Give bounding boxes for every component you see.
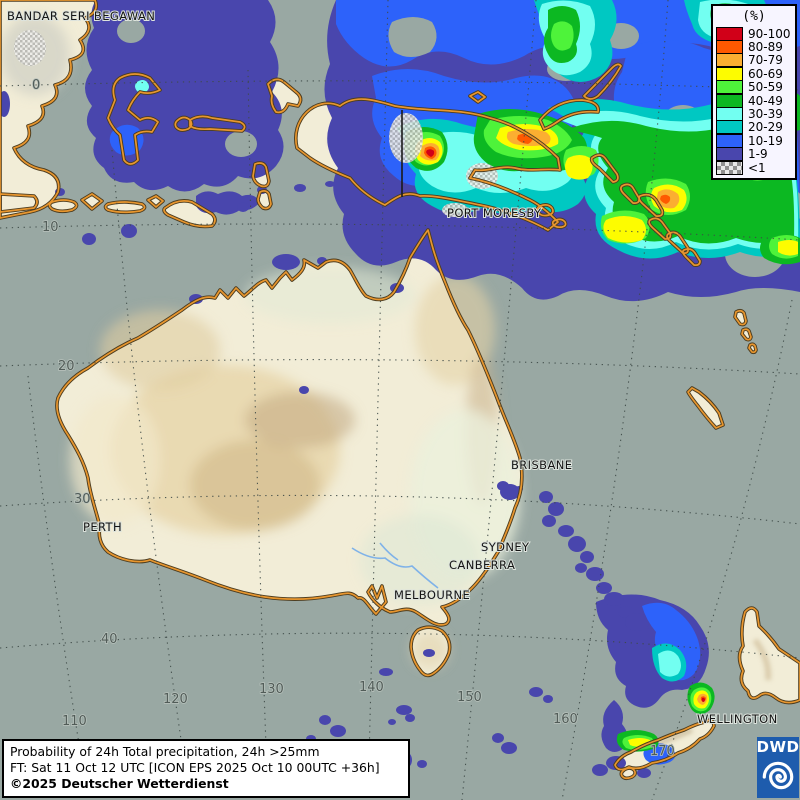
legend-swatch [716,80,743,95]
city-labels: BANDAR SERI BEGAWAN PORT MORESBY BRISBANE S… [6,8,778,727]
dwd-logo-text: DWD [756,738,800,756]
legend-range-label: 60-69 [748,66,783,81]
legend-swatch [716,26,743,41]
city-label: SYDNEY [481,540,530,554]
legend: (%) 90-100 80-89 70-79 60-69 50-59 40-49 30-39… [711,4,797,181]
legend-range-label: 40-49 [748,93,783,108]
city-label: BRISBANE [511,458,572,472]
legend-swatch [716,160,743,175]
terrain-shading [0,15,520,668]
info-forecast-time-line: FT: Sat 11 Oct 12 UTC [ICON EPS 2025 Oct… [10,759,380,775]
legend-range-label: 80-89 [748,40,783,55]
legend-swatch [716,66,743,81]
legend-range-label: 70-79 [748,53,783,68]
city-label: MELBOURNE [394,588,470,602]
legend-swatch [716,53,743,68]
info-product-line: Probability of 24h Total precipitation, … [10,743,320,759]
grid-labels: 0 10 20 30 40 110 120 130 140 150 160 170 [31,77,675,760]
legend-range-label: 50-59 [748,80,783,95]
dwd-spiral-icon [762,761,794,790]
grid-label: 40 [101,632,118,647]
grid-label: 20 [58,359,75,374]
legend-swatch [716,40,743,55]
legend-row: 40-49 [716,93,792,108]
legend-swatch [716,133,743,148]
legend-range-label: 30-39 [748,107,783,122]
info-box: Probability of 24h Total precipitation, … [2,738,410,798]
grid-label: 170 [650,744,675,759]
city-label: WELLINGTON [697,712,778,726]
grid-label: 130 [259,682,284,697]
precip-90-100 [426,149,705,702]
city-label: BANDAR SERI BEGAWAN [7,9,155,23]
legend-swatch [716,107,743,122]
grid-label: 160 [553,712,578,727]
grid-label: 140 [359,680,384,695]
legend-range-label: 90-100 [748,26,791,41]
grid-label: 0 [32,78,40,93]
legend-row: 60-69 [716,66,792,81]
legend-row: 30-39 [716,107,792,122]
legend-row: <1 [716,160,792,175]
grid-label: 10 [42,220,59,235]
legend-row: 80-89 [716,40,792,55]
legend-range-label: <1 [748,160,766,175]
legend-range-label: 1-9 [748,147,768,162]
rivers [351,542,439,589]
legend-swatch [716,147,743,162]
legend-title: (%) [742,9,766,24]
legend-range-label: 20-29 [748,120,783,135]
legend-row: 70-79 [716,53,792,68]
city-label: PORT MORESBY [447,206,542,220]
legend-row: 10-19 [716,133,792,148]
grid-label: 150 [457,690,482,705]
legend-swatch [716,120,743,135]
dwd-logo: DWD [757,737,799,798]
legend-swatch [716,93,743,108]
grid-label: 110 [62,714,87,729]
legend-row: 90-100 [716,26,792,41]
grid-label: 30 [74,492,91,507]
legend-row: 1-9 [716,147,792,162]
grid-label: 120 [163,692,188,707]
info-copyright-line: ©2025 Deutscher Wetterdienst [10,775,229,791]
city-label: CANBERRA [449,558,515,572]
legend-rows: 90-100 80-89 70-79 60-69 50-59 40-49 30-39 20-2… [716,26,792,175]
precip-below-1 [14,30,498,217]
legend-row: 50-59 [716,80,792,95]
city-label: PERTH [83,520,122,534]
legend-row: 20-29 [716,120,792,135]
legend-range-label: 10-19 [748,133,783,148]
